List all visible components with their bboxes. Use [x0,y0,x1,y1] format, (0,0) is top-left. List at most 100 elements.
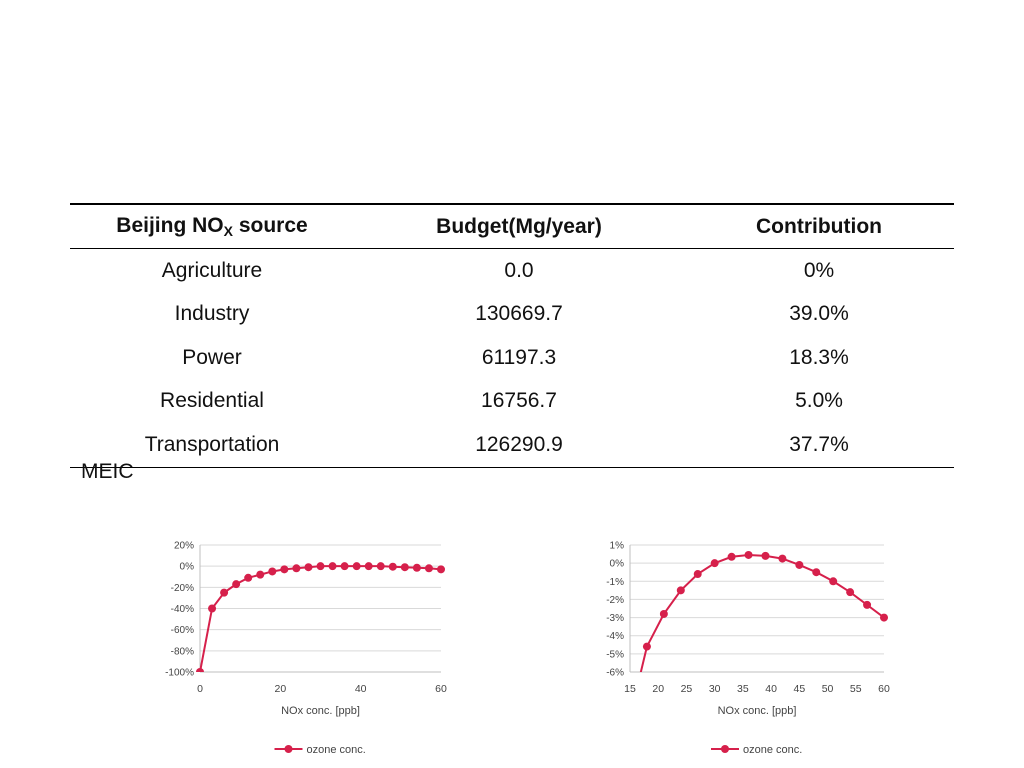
y-tick-label: -2% [606,595,624,606]
data-point [256,570,265,579]
cell-source: Agriculture [161,258,263,282]
cell-contribution: 5.0% [795,389,843,413]
data-point [328,562,337,571]
x-tick-label: 25 [681,683,693,695]
data-point [710,559,719,568]
table-row: Industry 130669.7 39.0% [70,293,954,337]
x-tick-label: 20 [652,683,664,695]
data-point [244,573,253,582]
cell-contribution: 37.7% [684,423,954,468]
y-tick-label: -100% [165,668,194,679]
legend-label: ozone conc. [743,744,802,756]
data-point [812,568,821,577]
data-point [304,563,313,572]
legend-label: ozone conc. [307,744,366,756]
table-row: Transportation 126290.9 37.7% [70,423,954,468]
x-tick-label: 45 [793,683,805,695]
cell-budget: 61197.3 [481,345,557,369]
data-point [400,563,409,572]
table-row: Agriculture 0.0 0% [70,249,954,293]
data-point [880,613,888,622]
x-axis-label: NOx conc. [ppb] [718,705,797,717]
data-point [388,562,397,571]
y-tick-label: 0% [610,559,625,570]
data-point [316,562,325,571]
x-axis-label: NOx conc. [ppb] [281,705,360,717]
series-ozone-conc [626,550,888,721]
data-point [676,586,685,595]
cell-contribution: 18.3% [789,345,849,369]
header-contribution: Contribution [684,203,954,249]
y-tick-label: 0% [180,562,195,573]
cell-source: Industry [174,302,250,326]
y-tick-label: -6% [606,668,624,679]
data-point [863,600,872,609]
y-tick-label: -40% [171,604,194,615]
y-tick-label: 20% [174,541,194,552]
table-header-row: Beijing NOX source Budget(Mg/year) Contr… [70,203,954,249]
data-point [232,580,241,589]
nox-source-table: Beijing NOX source Budget(Mg/year) Contr… [70,203,954,468]
y-tick-label: -20% [171,583,194,594]
data-point [412,563,421,572]
y-tick-label: -1% [606,577,624,588]
series-ozone-conc [196,562,445,672]
data-point [846,588,855,597]
data-point [761,551,770,560]
x-tick-label: 60 [878,683,890,695]
ozone-response-chart-zoom: 1% 0% -1% -2% -3% -4% -5% -6%15 20 25 30 35 40 45 50 55… [606,541,890,757]
legend-marker [284,745,293,753]
y-tick-label: -3% [606,613,624,624]
x-tick-label: 40 [355,683,367,695]
data-point [693,570,702,579]
cell-budget: 130669.7 [475,302,563,326]
ozone-response-chart-full: 20% 0% -20% -40% -60% -80% -100%0 20 40 60 NOx con… [165,541,447,757]
x-tick-label: 35 [737,683,749,695]
data-point [268,567,277,576]
data-point [292,564,301,573]
data-point [659,609,668,618]
x-tick-label: 40 [765,683,777,695]
data-point [778,554,787,563]
source-note: MEIC [81,460,134,483]
x-tick-label: 15 [624,683,636,695]
header-source: Beijing NOX source [70,203,354,249]
y-tick-label: -4% [606,631,624,642]
x-tick-label: 60 [435,683,447,695]
data-point [829,577,838,586]
data-point [642,642,651,651]
cell-source: Transportation [70,423,354,468]
data-point [208,604,217,613]
data-point [220,588,229,597]
data-point [340,562,349,571]
cell-budget: 0.0 [504,258,534,282]
y-tick-label: 1% [610,541,625,552]
data-point [424,564,433,573]
y-tick-label: -5% [606,649,624,660]
series-line [639,553,885,672]
x-tick-label: 55 [850,683,862,695]
data-point [376,562,385,571]
cell-source: Power [182,345,242,369]
data-point [352,562,361,571]
data-point [727,552,736,561]
data-point [364,562,373,571]
cell-source: Residential [160,389,264,413]
data-point [744,550,753,559]
cell-budget: 16756.7 [481,389,557,413]
data-point [437,565,445,574]
data-point [795,560,804,569]
y-tick-label: -60% [171,625,194,636]
x-tick-label: 0 [197,683,203,695]
y-tick-label: -80% [171,646,194,657]
table-row: Power 61197.3 18.3% [70,336,954,380]
cell-contribution: 0% [803,258,835,282]
legend-marker [721,745,729,753]
data-point [196,668,204,672]
data-point [626,713,634,721]
data-point [280,565,289,574]
x-tick-label: 50 [822,683,834,695]
cell-budget: 126290.9 [354,423,684,468]
x-tick-label: 30 [709,683,721,695]
x-tick-label: 20 [274,683,286,695]
